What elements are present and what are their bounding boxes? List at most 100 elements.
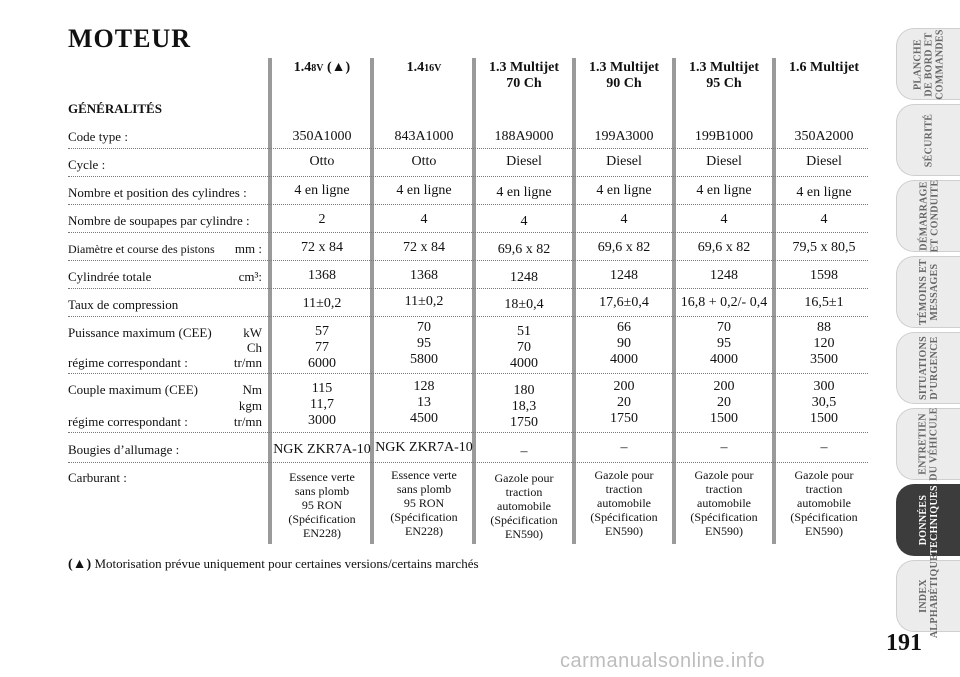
torque-rpm: 1500 xyxy=(810,411,838,426)
fuel-line: automobile xyxy=(597,496,651,510)
table-cell: – xyxy=(620,440,628,455)
table-cell: 69,6 x 82 xyxy=(697,240,751,255)
column-header-1-4-16v: 1.416V xyxy=(376,60,472,77)
fuel-line: EN228) xyxy=(303,526,341,540)
table-cell: Gazole pour traction automobile (Spécifi… xyxy=(776,468,872,538)
fuel-line: EN590) xyxy=(805,524,843,538)
torque-nm: 128 xyxy=(413,379,435,394)
row-divider xyxy=(68,260,868,261)
fuel-line: (Spécification xyxy=(690,510,758,524)
column-bar xyxy=(268,58,272,544)
sidetab-line: ALPHABÉTIQUE xyxy=(929,553,941,639)
table-cell: NGK ZKR7A-10 xyxy=(273,442,371,457)
row-label-power: Puissance maximum (CEE) xyxy=(68,325,212,340)
table-cell: 70 95 4000 xyxy=(676,320,772,368)
table-cell: 188A9000 xyxy=(494,129,554,144)
row-unit: mm : xyxy=(234,241,262,256)
sidetab-line: SÉCURITÉ xyxy=(923,113,935,167)
sidetab-demarrage[interactable]: DÉMARRAGE ET CONDUITE xyxy=(896,180,960,252)
power-ch: 70 xyxy=(517,340,531,355)
torque-nm: 180 xyxy=(513,383,535,398)
table-cell: 1368 xyxy=(308,268,336,283)
row-divider xyxy=(68,232,868,233)
table-cell: – xyxy=(520,444,528,459)
fuel-line: traction xyxy=(705,482,743,496)
sidetab-line: INDEX xyxy=(918,579,930,613)
sidetab-line: DE BORD ET xyxy=(923,31,935,97)
torque-nm: 200 xyxy=(713,379,735,394)
sidetab-index[interactable]: INDEX ALPHABÉTIQUE xyxy=(896,554,960,638)
fuel-line: EN590) xyxy=(505,527,543,541)
table-cell: 79,5 x 80,5 xyxy=(792,240,856,255)
table-cell: Gazole pour traction automobile (Spécifi… xyxy=(476,471,572,541)
fuel-line: (Spécification xyxy=(490,513,558,527)
row-divider xyxy=(68,176,868,177)
fuel-line: automobile xyxy=(497,499,551,513)
table-cell: 1368 xyxy=(410,268,438,283)
watermark: carmanualsonline.info xyxy=(560,650,766,672)
fuel-line: Essence verte xyxy=(289,470,355,484)
sidetab-securite[interactable]: SÉCURITÉ xyxy=(896,104,960,176)
fuel-line: (Spécification xyxy=(390,510,458,524)
torque-kgm: 30,5 xyxy=(811,395,837,410)
table-cell: Diesel xyxy=(506,154,542,169)
header-main: 1.4 xyxy=(406,60,425,75)
sidetab-line: ENTRETIEN xyxy=(918,413,930,475)
fuel-line: traction xyxy=(805,482,843,496)
sidetab-temoins[interactable]: TÉMOINS ET MESSAGES xyxy=(896,256,960,328)
sidetab-planche-de-bord[interactable]: PLANCHE DE BORD ET COMMANDES xyxy=(896,28,960,100)
power-rpm: 4000 xyxy=(510,356,538,371)
sidetab-label: DÉMARRAGE ET CONDUITE xyxy=(918,180,940,253)
header-suffix: 8V xyxy=(311,63,324,74)
table-cell: 4 en ligne xyxy=(496,185,552,200)
row-label-rpm: régime correspondant : xyxy=(68,355,188,370)
header-main: 1.3 Multijet xyxy=(689,60,759,75)
table-cell: 57 77 6000 xyxy=(274,324,370,372)
table-cell: 200 20 1750 xyxy=(576,379,672,427)
fuel-line: 95 RON xyxy=(301,498,343,512)
row-label-displacement: Cylindrée totale xyxy=(68,269,152,284)
sidetab-line: ET CONDUITE xyxy=(929,179,941,253)
row-divider xyxy=(68,432,868,433)
power-kw: 70 xyxy=(717,320,731,335)
sidetab-donnees-techniques[interactable]: DONNÉES TECHNIQUES xyxy=(896,484,960,556)
power-ch: 77 xyxy=(315,340,329,355)
table-cell: Diesel xyxy=(606,154,642,169)
row-label-spark-plugs: Bougies d’allumage : xyxy=(68,442,180,457)
sidetab-entretien[interactable]: ENTRETIEN DU VÉHICULE xyxy=(896,407,960,481)
power-ch: 95 xyxy=(717,336,731,351)
power-rpm: 3500 xyxy=(810,352,838,367)
sidetab-line: D’URGENCE xyxy=(928,336,940,400)
table-cell: 69,6 x 82 xyxy=(597,240,651,255)
column-header-multijet-70: 1.3 Multijet 70 Ch xyxy=(476,60,572,92)
sidetab-situations[interactable]: SITUATIONS D’URGENCE xyxy=(896,332,960,404)
table-cell: 128 13 4500 xyxy=(376,379,472,427)
row-label-rpm: régime correspondant : xyxy=(68,414,188,429)
table-cell: 180 18,3 1750 xyxy=(476,383,572,431)
power-ch: 90 xyxy=(617,336,631,351)
fuel-line: Essence verte xyxy=(391,468,457,482)
fuel-line: sans plomb xyxy=(396,482,452,496)
column-header-multijet-90: 1.3 Multijet 90 Ch xyxy=(576,60,672,92)
header-suffix: 16V xyxy=(424,63,442,74)
row-divider xyxy=(68,204,868,205)
column-bar xyxy=(472,58,476,544)
table-cell: 16,5±1 xyxy=(804,295,844,310)
footnote-text: Motorisation prévue uniquement pour cert… xyxy=(94,556,479,571)
table-cell: 72 x 84 xyxy=(403,240,445,255)
sidetab-line: TECHNIQUES xyxy=(929,485,940,555)
column-bar xyxy=(672,58,676,544)
table-cell: 72 x 84 xyxy=(301,240,343,255)
column-bar xyxy=(572,58,576,544)
sidetab-label: ENTRETIEN DU VÉHICULE xyxy=(918,407,940,480)
row-label-cycle: Cycle : xyxy=(68,157,106,172)
row-divider xyxy=(68,373,868,374)
table-cell: 843A1000 xyxy=(394,129,454,144)
power-rpm: 4000 xyxy=(610,352,638,367)
sidetab-line: PLANCHE xyxy=(912,38,924,90)
row-unit: tr/mn xyxy=(233,414,262,429)
fuel-line: (Spécification xyxy=(288,512,356,526)
header-main: 1.3 Multijet xyxy=(489,60,559,75)
torque-kgm: 18,3 xyxy=(511,399,537,414)
table-cell: 70 95 5800 xyxy=(376,320,472,368)
